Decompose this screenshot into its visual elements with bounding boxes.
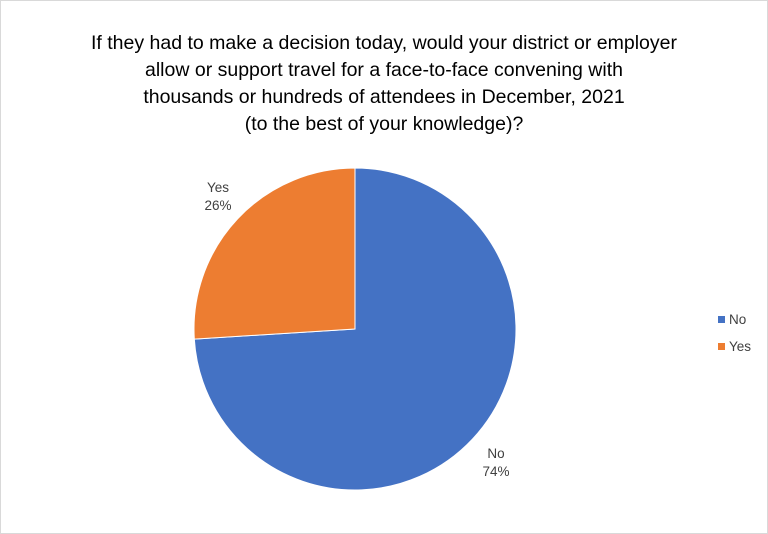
chart-title-line-2: allow or support travel for a face-to-fa… bbox=[145, 59, 623, 81]
pie-slice-yes bbox=[193, 167, 356, 340]
data-label-no-percent: 74% bbox=[482, 464, 509, 479]
legend-item-yes: Yes bbox=[718, 333, 751, 360]
pie-slices bbox=[193, 167, 517, 491]
legend-item-no: No bbox=[718, 306, 751, 333]
chart-title: If they had to make a decision today, wo… bbox=[20, 30, 748, 138]
legend-label-no: No bbox=[729, 312, 747, 327]
legend-swatch-no bbox=[718, 316, 725, 323]
chart-title-line-4: (to the best of your knowledge)? bbox=[244, 113, 524, 135]
data-label-no: No 74% bbox=[482, 446, 509, 479]
data-label-yes-percent: 26% bbox=[204, 198, 231, 213]
legend-swatch-yes bbox=[718, 343, 725, 350]
data-label-no-name: No bbox=[487, 446, 504, 461]
data-label-yes: Yes 26% bbox=[204, 180, 231, 213]
legend-label-yes: Yes bbox=[729, 339, 752, 354]
legend: No Yes bbox=[718, 306, 751, 360]
chart-title-line-1: If they had to make a decision today, wo… bbox=[90, 32, 677, 54]
data-label-yes-name: Yes bbox=[207, 180, 229, 195]
chart-title-line-3: thousands or hundreds of attendees in De… bbox=[143, 86, 625, 108]
